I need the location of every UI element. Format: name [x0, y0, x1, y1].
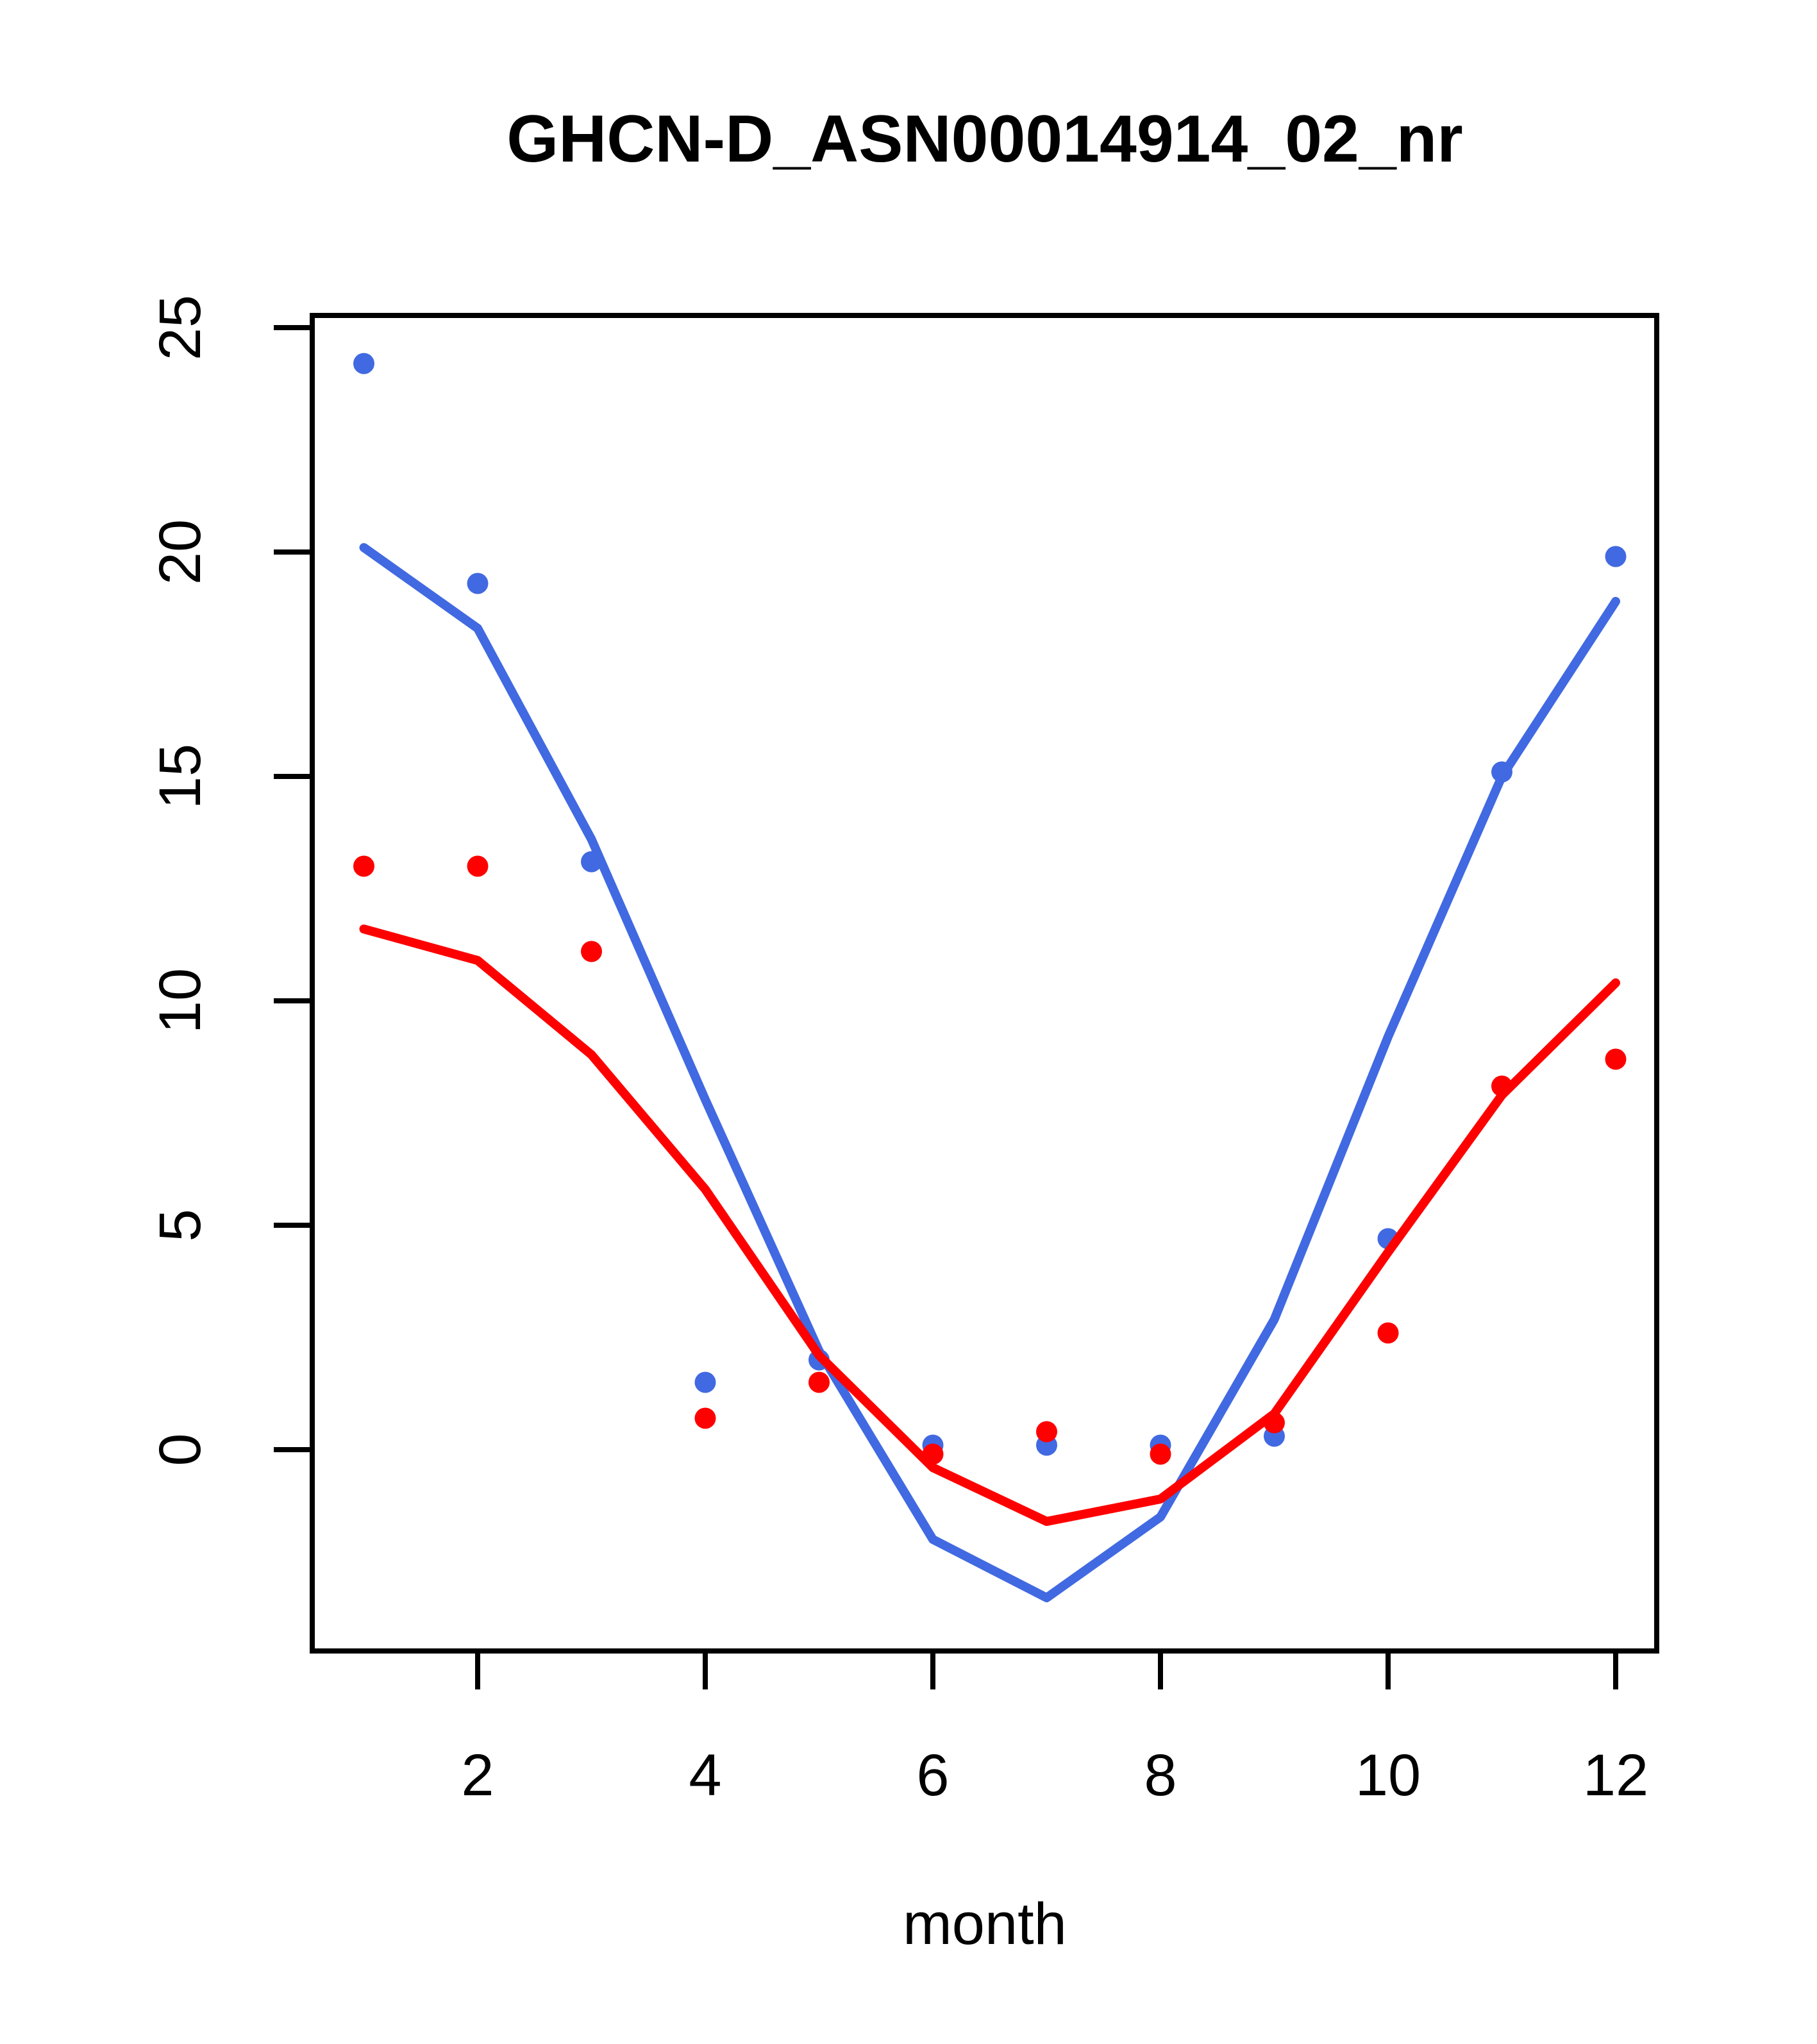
- x-tick-label: 10: [1355, 1743, 1421, 1808]
- data-series: [353, 353, 1627, 1602]
- plot-box: [310, 313, 1659, 1654]
- x-tick-label: 12: [1583, 1743, 1648, 1808]
- chart-title: GHCN-D_ASN00014914_02_nr: [507, 102, 1462, 176]
- blue-observed-points: [353, 353, 1627, 1456]
- red-fitted-line: [359, 925, 1620, 1526]
- data-point: [353, 855, 374, 877]
- data-point: [808, 1371, 830, 1393]
- y-tick-label: 10: [147, 968, 213, 1034]
- data-point: [467, 573, 489, 594]
- x-tick-label: 2: [461, 1743, 494, 1808]
- y-axis-ticks: [274, 325, 312, 1452]
- data-point: [353, 353, 374, 374]
- data-point: [1150, 1443, 1171, 1465]
- y-tick-label: 0: [147, 1433, 213, 1466]
- y-axis-tick-labels: 0 5 10 15 20 25: [147, 295, 213, 1466]
- y-tick-label: 15: [147, 744, 213, 809]
- red-observed-points: [353, 855, 1627, 1465]
- data-point: [1605, 546, 1627, 567]
- data-point: [1036, 1421, 1057, 1443]
- data-point: [694, 1407, 716, 1429]
- x-tick-label: 6: [916, 1743, 949, 1808]
- x-tick-label: 8: [1144, 1743, 1176, 1808]
- x-axis-ticks: [475, 1651, 1618, 1689]
- x-tick-label: 4: [689, 1743, 721, 1808]
- data-point: [467, 855, 489, 877]
- x-axis-tick-labels: 2 4 6 8 10 12: [461, 1743, 1648, 1808]
- y-tick-label: 20: [147, 519, 213, 585]
- data-point: [1605, 1048, 1627, 1070]
- y-tick-label: 25: [147, 295, 213, 360]
- x-axis-label: month: [903, 1891, 1067, 1957]
- data-point: [581, 941, 602, 962]
- y-tick-label: 5: [147, 1209, 213, 1241]
- x-axis: 2 4 6 8 10 12: [461, 1651, 1648, 1808]
- data-point: [1377, 1322, 1399, 1344]
- data-point: [694, 1371, 716, 1393]
- y-axis: 0 5 10 15 20 25: [147, 295, 312, 1466]
- blue-fitted-line: [359, 543, 1620, 1602]
